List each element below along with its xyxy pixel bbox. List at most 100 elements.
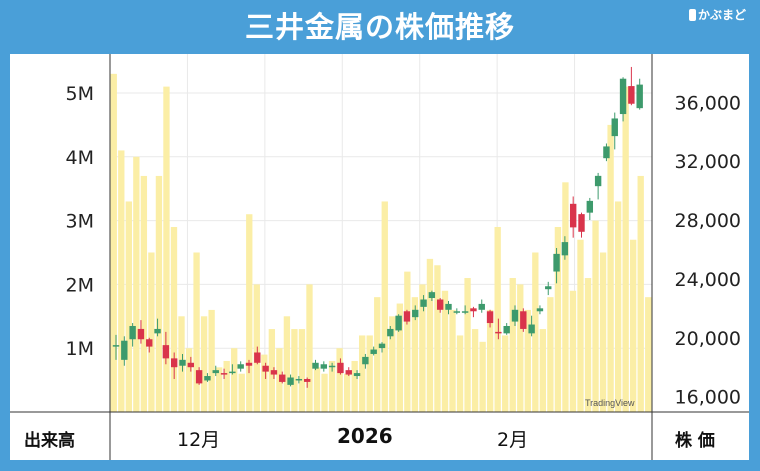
candle-body [229, 371, 236, 374]
candle-body [320, 364, 328, 369]
price-tick-label: 28,000 [675, 210, 741, 232]
volume-bar [486, 309, 494, 412]
candle-body [594, 175, 602, 187]
candle-body [561, 242, 569, 256]
volume-tick-label: 4M [66, 147, 94, 169]
candle-body [403, 311, 411, 322]
candle-body [245, 362, 253, 366]
volume-bar [223, 360, 230, 412]
candle-body [420, 299, 427, 307]
volume-bar [517, 284, 524, 412]
candle-body [478, 303, 485, 310]
volume-tick-label: 2M [66, 274, 94, 296]
candle-body [328, 365, 336, 368]
candle-body [129, 325, 136, 340]
candle-body [303, 378, 311, 382]
candle-body [121, 340, 128, 360]
x-label-february: 2月 [497, 429, 529, 451]
candle-body [545, 286, 552, 290]
volume-bar [118, 150, 125, 413]
volume-bar [231, 348, 238, 412]
candle-body [112, 345, 120, 347]
candle-body [528, 324, 535, 334]
volume-bar [637, 175, 644, 412]
candle-body [337, 362, 344, 374]
candle-body [353, 373, 361, 377]
candle-body [370, 349, 377, 354]
volume-bar [449, 309, 456, 412]
volume-bar [193, 252, 200, 412]
candle-body [204, 376, 211, 381]
volume-bar [577, 239, 584, 412]
volume-tick-label: 1M [66, 338, 94, 360]
chart-panel: 1M 2M 3M 4M 5M 16,000 20,000 24,000 28,000 32,000… [10, 54, 749, 460]
volume-bar [494, 226, 501, 412]
candle-body [470, 308, 477, 312]
volume-bar [456, 335, 464, 412]
volume-bar [291, 329, 298, 412]
volume-bar [170, 226, 178, 412]
candle-body [187, 362, 195, 368]
volume-bar [110, 73, 117, 413]
volume-bar [336, 348, 343, 412]
candle-body [486, 311, 494, 324]
candle-body [503, 325, 510, 334]
candle-body [553, 253, 560, 272]
candle-body [395, 315, 402, 331]
candle-body [619, 78, 627, 115]
price-tick-label: 16,000 [675, 387, 741, 409]
price-tick-label: 20,000 [675, 328, 741, 350]
volume-bar [306, 284, 313, 412]
candle-body [412, 309, 419, 318]
volume-bar [584, 278, 592, 412]
candle-body [578, 214, 585, 232]
x-label-year: 2026 [337, 424, 393, 448]
volume-tick-label: 3M [66, 211, 94, 233]
volume-bar [645, 297, 652, 412]
candle-body [569, 203, 577, 228]
candle-body [603, 146, 610, 159]
candle-body [146, 339, 153, 347]
volume-bar [622, 86, 629, 412]
candle-body [287, 377, 294, 385]
volume-bar [404, 271, 411, 412]
volume-bar [509, 278, 516, 412]
candle-body [270, 370, 278, 375]
volume-bar [524, 309, 531, 412]
volume-bar [426, 258, 434, 412]
volume-bar [630, 239, 637, 412]
volume-bar [133, 156, 140, 412]
candle-body [212, 370, 219, 374]
volume-bar [343, 373, 351, 412]
candle-body [536, 308, 544, 312]
stock-chart: 1M 2M 3M 4M 5M 16,000 20,000 24,000 28,000 32,000… [10, 54, 749, 460]
volume-bar [298, 329, 306, 412]
candle-body [254, 352, 261, 363]
volume-bar [471, 329, 479, 412]
volume-bar [261, 354, 268, 412]
volume-bar [532, 252, 539, 412]
volume-bar [547, 297, 554, 412]
candle-body [220, 373, 228, 375]
candle-body [436, 299, 444, 310]
volume-bar [592, 220, 599, 412]
volume-bar [148, 252, 155, 412]
volume-bar [328, 360, 336, 412]
volume-bar [374, 297, 381, 412]
candle-body [520, 311, 527, 329]
candle-body [453, 311, 461, 313]
candle-body [445, 303, 452, 310]
price-tick-label: 36,000 [675, 92, 741, 114]
price-tick-label: 24,000 [675, 269, 741, 291]
volume-tick-label: 5M [66, 83, 94, 105]
volume-bar [411, 297, 419, 412]
candle-body [162, 345, 170, 359]
volume-bar [313, 367, 321, 412]
volume-bar [208, 309, 215, 412]
price-axis-label: 株 価 [675, 431, 715, 451]
price-tick-label: 32,000 [675, 151, 741, 173]
candle-body [262, 365, 269, 372]
candle-body [461, 311, 469, 313]
candle-body [511, 309, 519, 322]
volume-bar [389, 316, 396, 412]
